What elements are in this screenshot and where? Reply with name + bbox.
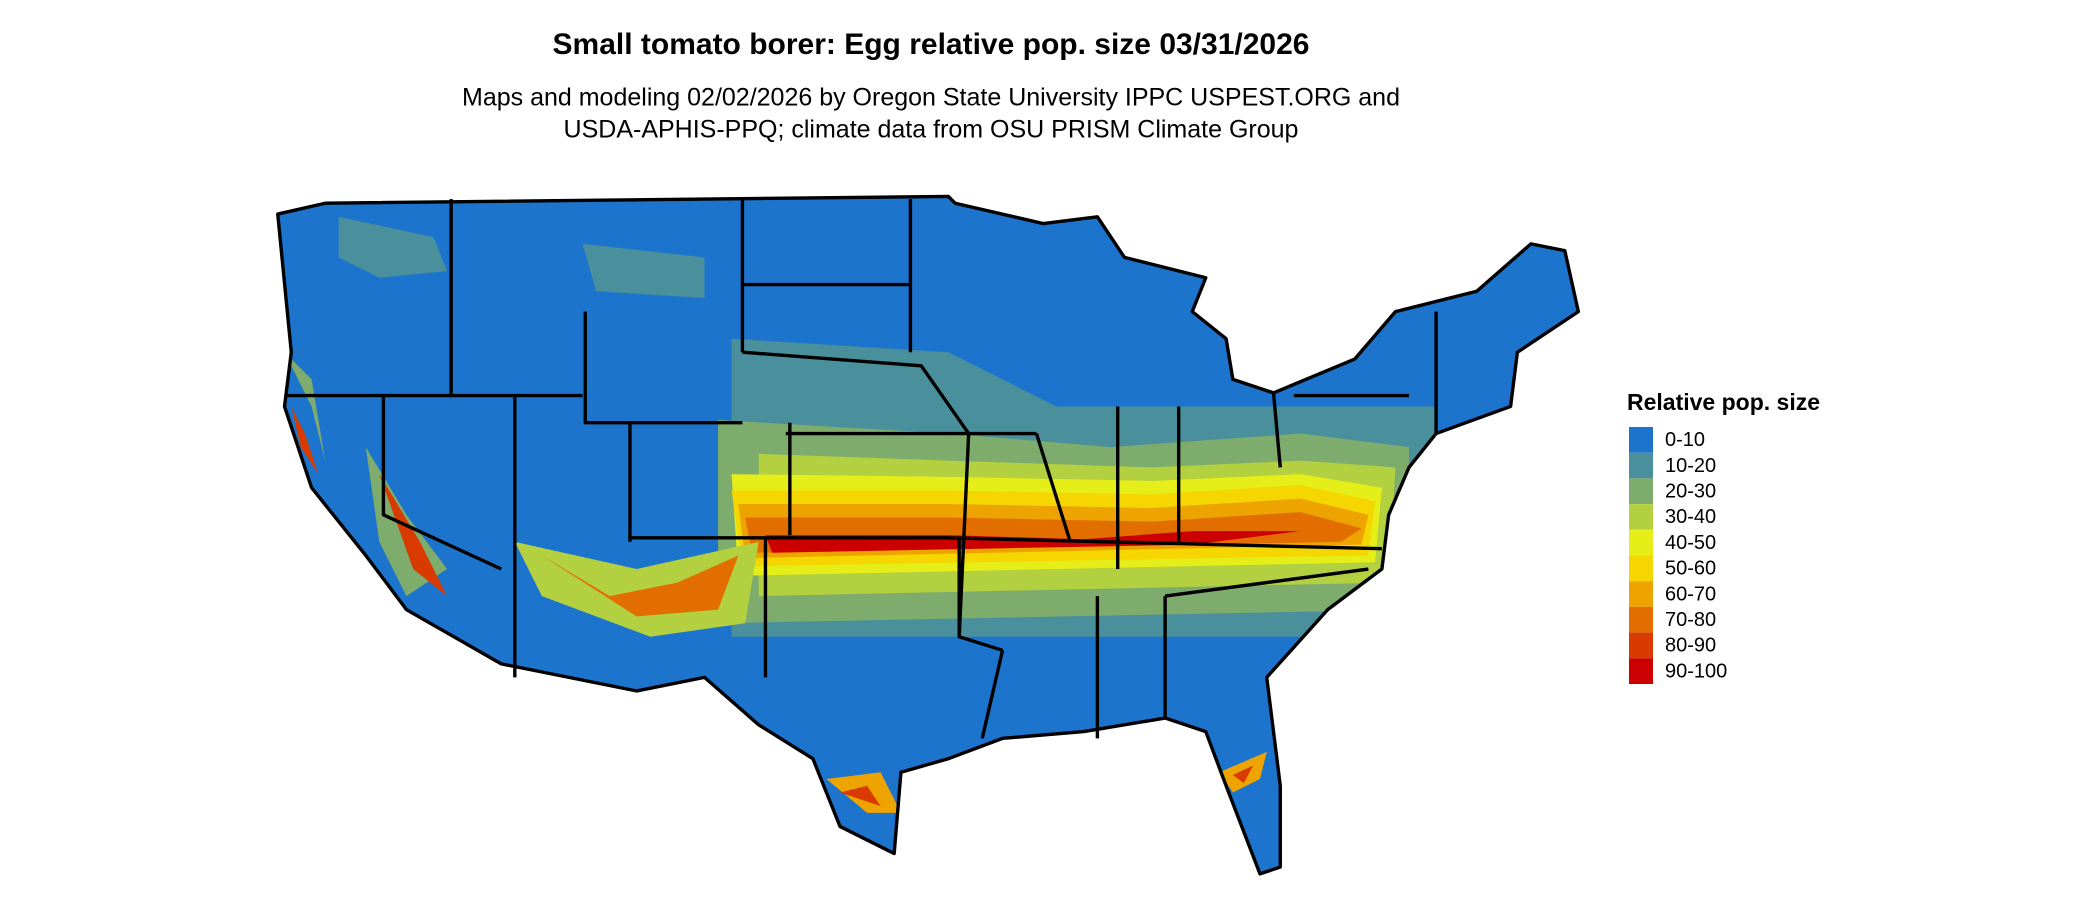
region bbox=[514, 541, 759, 637]
state-borders bbox=[276, 194, 1581, 876]
map-title: Small tomato borer: Egg relative pop. si… bbox=[553, 28, 1310, 61]
legend-label: 40-50 bbox=[1665, 532, 1716, 554]
legend-label: 90-100 bbox=[1665, 660, 1727, 682]
legend-swatch bbox=[1629, 529, 1653, 556]
region bbox=[826, 751, 1267, 813]
legend-label: 20-30 bbox=[1665, 481, 1716, 503]
legend-label: 70-80 bbox=[1665, 609, 1716, 631]
legend-label: 50-60 bbox=[1665, 558, 1716, 580]
region bbox=[338, 216, 705, 299]
legend-label: 60-70 bbox=[1665, 583, 1716, 605]
legend-label: 30-40 bbox=[1665, 506, 1716, 528]
legend-swatch bbox=[1629, 581, 1653, 607]
legend-swatch bbox=[1629, 504, 1653, 530]
map-subtitle: USDA-APHIS-PPQ; climate data from OSU PR… bbox=[564, 116, 1299, 144]
legend: 0-10 10-20 20-30 30-40 40-50 50-60 60-70 70-80 8… bbox=[1629, 427, 1727, 684]
legend-swatch bbox=[1629, 427, 1653, 453]
region bbox=[291, 406, 448, 597]
legend-swatch bbox=[1629, 452, 1653, 479]
legend-swatch bbox=[1629, 632, 1653, 659]
region bbox=[541, 555, 739, 617]
us-outline bbox=[276, 194, 1581, 876]
legend-swatch bbox=[1629, 658, 1653, 684]
legend-label: 0-10 bbox=[1665, 429, 1705, 451]
legend-swatch bbox=[1629, 606, 1653, 633]
legend-label: 10-20 bbox=[1665, 455, 1716, 477]
legend-swatch bbox=[1629, 555, 1653, 582]
legend-swatch bbox=[1629, 478, 1653, 505]
legend-label: 80-90 bbox=[1665, 635, 1716, 657]
map-subtitle: Maps and modeling 02/02/2026 by Oregon S… bbox=[462, 84, 1400, 112]
legend-title: Relative pop. size bbox=[1627, 389, 1820, 415]
